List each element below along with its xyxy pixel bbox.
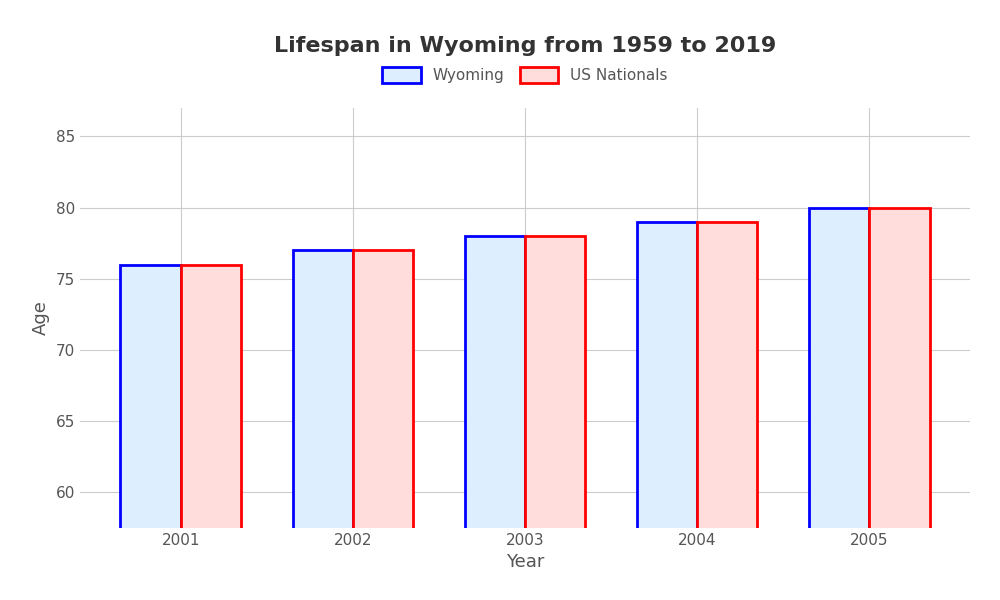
Legend: Wyoming, US Nationals: Wyoming, US Nationals — [376, 61, 674, 89]
Bar — [697, 222, 757, 600]
Bar — [465, 236, 525, 600]
Title: Lifespan in Wyoming from 1959 to 2019: Lifespan in Wyoming from 1959 to 2019 — [274, 37, 776, 56]
Bar — [637, 222, 697, 600]
Y-axis label: Age: Age — [32, 301, 50, 335]
Bar — [809, 208, 869, 600]
X-axis label: Year: Year — [506, 553, 544, 571]
Bar — [525, 236, 585, 600]
Bar — [181, 265, 241, 600]
Bar — [120, 265, 181, 600]
Bar — [353, 250, 413, 600]
Bar — [869, 208, 930, 600]
Bar — [293, 250, 353, 600]
